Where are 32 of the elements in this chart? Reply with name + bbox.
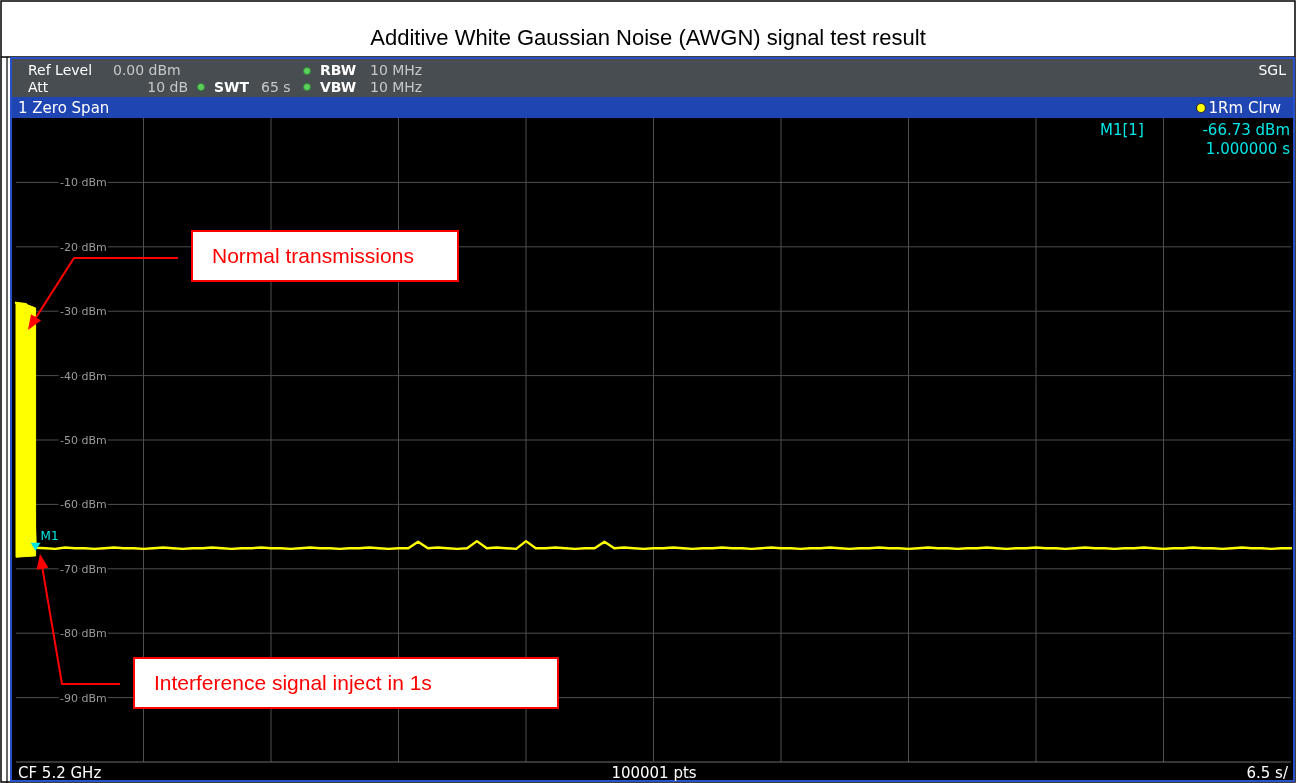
chart-title: Additive White Gaussian Noise (AWGN) signal test result	[370, 25, 926, 50]
y-tick-label: -40 dBm	[60, 369, 107, 383]
y-tick-label: -70 dBm	[60, 562, 107, 576]
text: 10 MHz	[370, 62, 423, 78]
text: VBW	[320, 79, 357, 95]
text: 65 s	[261, 79, 291, 95]
annotation: -66.73 dBm	[1202, 121, 1290, 139]
annotation: M1[1]	[1100, 121, 1144, 139]
y-tick-label: -90 dBm	[60, 691, 107, 705]
annotation: Normal transmissions	[212, 244, 414, 267]
text: 0.00 dBm	[113, 62, 181, 78]
text: 6.5 s/	[1246, 764, 1289, 782]
text: 10 MHz	[370, 79, 423, 95]
text: SGL	[1258, 62, 1287, 78]
text: 100001 pts	[611, 764, 697, 782]
text: RBW	[320, 62, 357, 78]
text: Ref Level	[28, 62, 93, 78]
text: Att	[28, 79, 49, 95]
y-tick-label: -50 dBm	[60, 433, 107, 447]
y-tick-label: -30 dBm	[60, 304, 107, 318]
chart-subtitle: 1 Zero Span	[18, 99, 110, 117]
legend-label: 1Rm Clrw	[1208, 99, 1281, 117]
y-tick-label: -60 dBm	[60, 497, 107, 511]
annotation: Interference signal inject in 1s	[154, 671, 432, 694]
text: 10 dB	[147, 79, 188, 95]
y-tick-label: -10 dBm	[60, 175, 107, 189]
y-tick-label: -80 dBm	[60, 626, 107, 640]
text: SWT	[214, 79, 250, 95]
annotation: 1.000000 s	[1205, 140, 1291, 158]
series-label: M1	[40, 528, 59, 543]
y-tick-label: -20 dBm	[60, 240, 107, 254]
text: CF 5.2 GHz	[18, 764, 102, 782]
